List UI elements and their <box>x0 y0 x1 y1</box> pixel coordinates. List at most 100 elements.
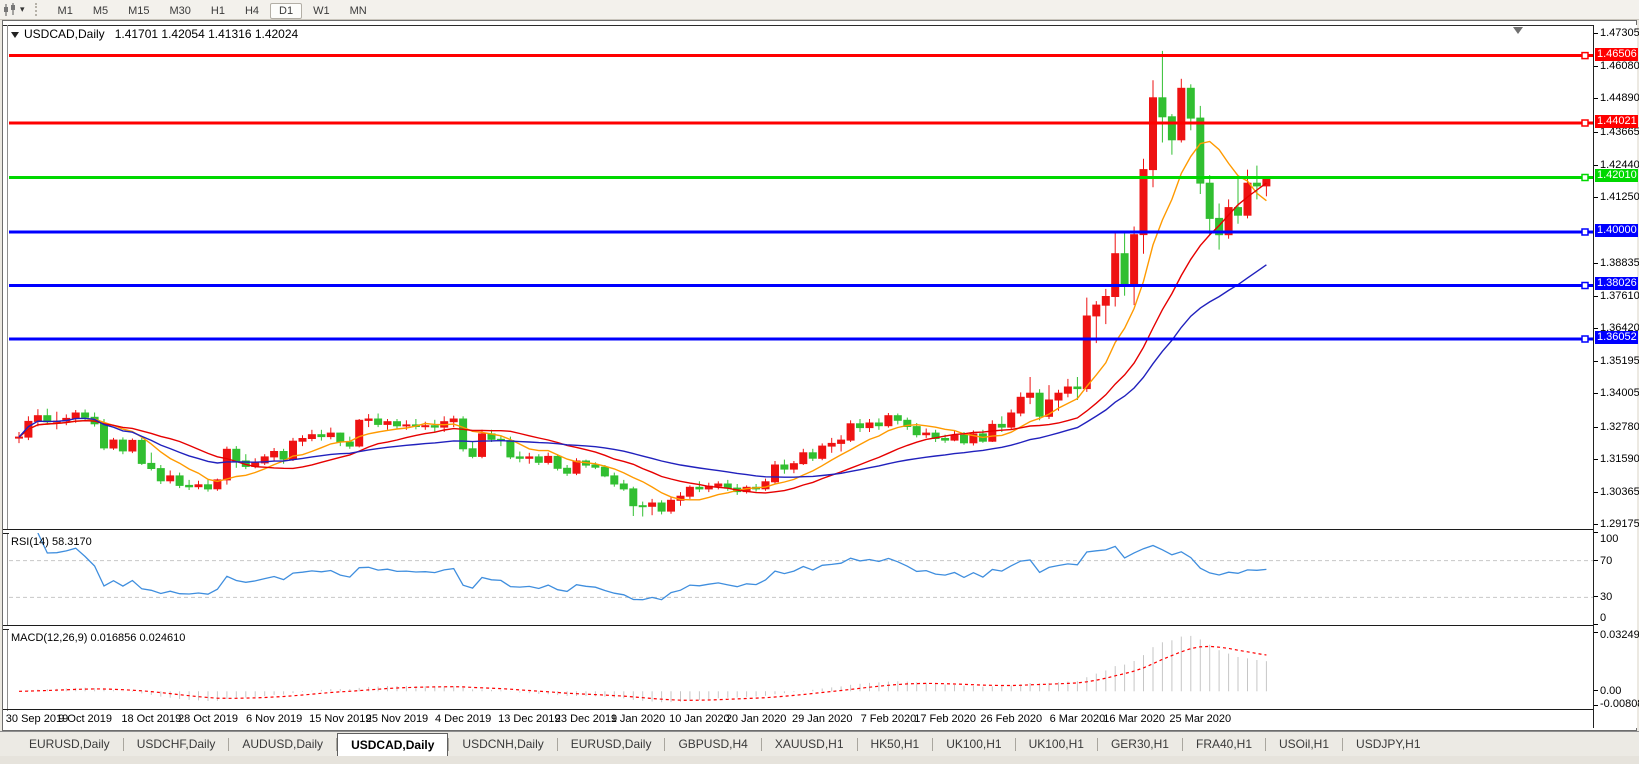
horizontal-lines <box>9 51 1593 343</box>
rsi-value: 58.3170 <box>51 536 92 548</box>
chart-type-icon[interactable] <box>3 2 19 17</box>
main-price-chart[interactable] <box>9 26 1593 529</box>
timeframe-button-m5[interactable]: M5 <box>92 4 109 17</box>
ma-sma-8 <box>18 140 1267 501</box>
timeframe-button-h1[interactable]: H1 <box>210 4 225 17</box>
toolbar-grip[interactable] <box>34 3 42 16</box>
tab-separator <box>1096 737 1098 751</box>
date-tick-label: 25 Nov 2019 <box>365 713 429 725</box>
date-tick-label: 29 Jan 2020 <box>791 713 853 725</box>
timeframe-button-m30[interactable]: M30 <box>169 4 191 17</box>
chart-tab-usdcad-daily-3[interactable]: USDCAD,Daily <box>337 733 449 756</box>
timeframe-button-w1[interactable]: W1 <box>313 4 330 17</box>
macd-signal-value: 0.024610 <box>139 632 186 644</box>
chart-tab-uk100-h1-9[interactable]: UK100,H1 <box>946 737 1002 751</box>
chart-tab-fra40-h1-12[interactable]: FRA40,H1 <box>1195 737 1253 751</box>
rsi-tick-label: 70 <box>1600 555 1613 567</box>
tab-separator <box>760 737 762 751</box>
date-tick-label: 7 Feb 2020 <box>860 713 917 725</box>
date-tick-label: 10 Jan 2020 <box>669 713 730 725</box>
price-tick-label: 1.38835 <box>1600 257 1639 269</box>
timeframe-toolbar: ▾ M1 M5 M15 M30 H1 H4 D1 W1 MN <box>0 0 1639 20</box>
chart-tab-usoil-h1-13[interactable]: USOil,H1 <box>1279 737 1330 751</box>
axis-tick <box>1594 98 1598 99</box>
axis-tick <box>1594 132 1598 133</box>
chart-tab-usdcnh-daily-4[interactable]: USDCNH,Daily <box>462 737 544 751</box>
price-line-badge-1.46506: 1.46506 <box>1595 48 1638 61</box>
date-tick-label: 13 Dec 2019 <box>498 713 561 725</box>
price-line-badge-1.36052: 1.36052 <box>1595 331 1638 344</box>
price-tick-label: 1.29175 <box>1600 518 1639 530</box>
macd-value: 0.016856 <box>90 632 137 644</box>
date-tick-label: 28 Oct 2019 <box>178 713 238 725</box>
tab-separator <box>932 737 934 751</box>
price-tick-label: 1.46080 <box>1600 60 1639 72</box>
hline-handle <box>1581 335 1589 343</box>
chart-tab-audusd-daily-2[interactable]: AUDUSD,Daily <box>242 737 324 751</box>
macd-indicator-pane[interactable] <box>9 629 1593 709</box>
chart-tab-hk50-h1-8[interactable]: HK50,H1 <box>870 737 920 751</box>
axis-tick <box>1594 296 1598 297</box>
chart-tab-uk100-h1-10[interactable]: UK100,H1 <box>1028 737 1084 751</box>
chart-tab-gbpusd-h4-6[interactable]: GBPUSD,H4 <box>678 737 748 751</box>
chart-type-dropdown-caret-icon[interactable]: ▾ <box>20 4 25 14</box>
rsi-indicator-pane[interactable] <box>9 533 1593 625</box>
date-tick-label: 6 Mar 2020 <box>1049 713 1106 725</box>
ma-sma-17 <box>18 182 1267 494</box>
date-tick-label: 23 Dec 2019 <box>554 713 618 725</box>
chart-shift-marker-icon[interactable] <box>1513 27 1523 34</box>
price-axis[interactable]: 1.47305 1.46080 1.44890 1.43665 1.42440 1.412… <box>1593 25 1639 728</box>
timeframe-button-m1[interactable]: M1 <box>57 4 73 17</box>
timeframe-button-mn[interactable]: MN <box>349 4 367 17</box>
macd-tick-label: -0.008086 <box>1600 698 1639 710</box>
price-tick-label: 1.42440 <box>1600 159 1639 171</box>
timeframe-button-m15[interactable]: M15 <box>128 4 150 17</box>
axis-tick <box>1594 459 1598 460</box>
hline-handle <box>1581 281 1589 290</box>
rsi-tick-label: 0 <box>1600 612 1607 624</box>
tab-separator <box>556 737 558 751</box>
axis-tick <box>1594 165 1598 166</box>
tab-separator <box>1265 737 1267 751</box>
price-tick-label: 1.31590 <box>1600 453 1639 465</box>
rsi-line <box>37 533 1267 601</box>
date-tick-label: 4 Dec 2019 <box>435 713 492 725</box>
price-tick-label: 1.34005 <box>1600 387 1639 399</box>
timeframe-button-d1[interactable]: D1 <box>270 2 303 19</box>
tab-separator <box>664 737 666 751</box>
chart-tab-eurusd-daily-0[interactable]: EURUSD,Daily <box>29 737 110 751</box>
date-axis[interactable]: 30 Sep 2019 9 Oct 2019 18 Oct 2019 28 Oct 2… <box>3 711 1593 728</box>
rsi-tick-label: 100 <box>1600 533 1619 545</box>
axis-tick <box>1594 492 1598 493</box>
candles <box>15 50 1271 517</box>
axis-tick <box>1594 393 1598 394</box>
chart-tab-bar: EURUSD,Daily USDCHF,Daily AUDUSD,Daily USDC… <box>0 731 1639 756</box>
rsi-tick-label: 30 <box>1600 591 1613 603</box>
timeframe-buttons: M1 M5 M15 M30 H1 H4 D1 W1 MN <box>48 1 377 19</box>
macd-tick-label: 0.032493 <box>1600 629 1639 641</box>
price-tick-label: 1.43665 <box>1600 126 1639 138</box>
symbol-dropdown-icon[interactable] <box>11 32 19 38</box>
date-axis-border <box>3 709 1593 710</box>
timeframe-button-h4[interactable]: H4 <box>244 4 260 17</box>
hline-handle <box>1581 51 1589 60</box>
hline-handle <box>1581 119 1589 127</box>
chart-tab-usdjpy-h1-14[interactable]: USDJPY,H1 <box>1356 737 1421 751</box>
chart-tab-eurusd-daily-5[interactable]: EURUSD,Daily <box>570 737 652 751</box>
macd-label: MACD(12,26,9) 0.016856 0.024610 <box>11 632 186 644</box>
price-line-badge-1.40000: 1.40000 <box>1595 224 1638 237</box>
chart-tab-usdchf-daily-1[interactable]: USDCHF,Daily <box>136 737 216 751</box>
date-tick-label: 9 Oct 2019 <box>58 713 113 725</box>
axis-tick <box>1594 197 1598 198</box>
chart-tab-xauusd-h1-7[interactable]: XAUUSD,H1 <box>774 737 844 751</box>
axis-tick <box>1594 66 1598 67</box>
chart-tab-ger30-h1-11[interactable]: GER30,H1 <box>1110 737 1169 751</box>
tab-separator <box>228 737 230 751</box>
price-tick-label: 1.44890 <box>1600 92 1639 104</box>
status-strip <box>0 756 1639 764</box>
date-tick-label: 15 Nov 2019 <box>309 713 372 725</box>
axis-tick <box>1594 328 1598 329</box>
ma-lwma-45 <box>18 264 1267 478</box>
chart-window: USDCAD,Daily 1.41701 1.42054 1.41316 1.42… <box>2 20 1639 731</box>
axis-tick <box>1594 560 1598 561</box>
